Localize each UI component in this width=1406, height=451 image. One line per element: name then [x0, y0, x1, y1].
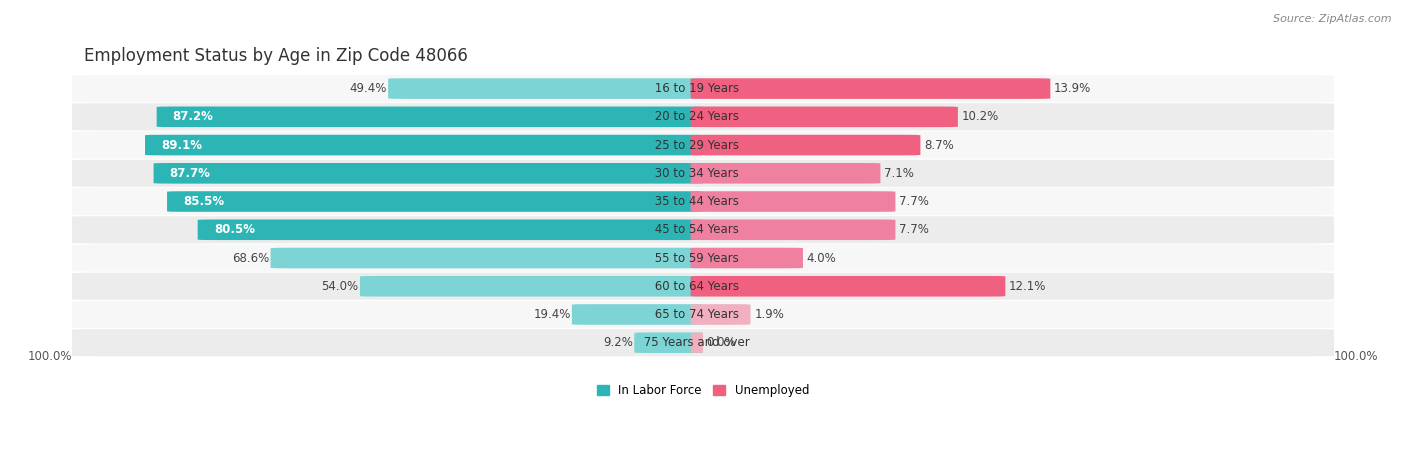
Text: 7.7%: 7.7%	[898, 223, 929, 236]
Text: 0.0%: 0.0%	[707, 336, 737, 349]
FancyBboxPatch shape	[72, 273, 1334, 300]
FancyBboxPatch shape	[153, 163, 703, 184]
FancyBboxPatch shape	[388, 78, 703, 99]
FancyBboxPatch shape	[690, 135, 921, 155]
Text: Source: ZipAtlas.com: Source: ZipAtlas.com	[1274, 14, 1392, 23]
Legend: In Labor Force, Unemployed: In Labor Force, Unemployed	[592, 379, 814, 402]
FancyBboxPatch shape	[72, 103, 1334, 130]
FancyBboxPatch shape	[156, 106, 703, 127]
FancyBboxPatch shape	[690, 220, 896, 240]
FancyBboxPatch shape	[72, 216, 1334, 244]
FancyBboxPatch shape	[690, 276, 1005, 297]
Text: 87.7%: 87.7%	[170, 167, 211, 180]
Text: 35 to 44 Years: 35 to 44 Years	[651, 195, 742, 208]
Text: 80.5%: 80.5%	[214, 223, 254, 236]
FancyBboxPatch shape	[72, 188, 1334, 215]
Text: 87.2%: 87.2%	[173, 110, 214, 123]
FancyBboxPatch shape	[270, 248, 703, 268]
Text: 20 to 24 Years: 20 to 24 Years	[651, 110, 742, 123]
FancyBboxPatch shape	[167, 191, 703, 212]
Text: 75 Years and over: 75 Years and over	[640, 336, 754, 349]
Text: 100.0%: 100.0%	[1334, 350, 1378, 364]
FancyBboxPatch shape	[72, 132, 1334, 159]
Text: 30 to 34 Years: 30 to 34 Years	[651, 167, 742, 180]
Text: 65 to 74 Years: 65 to 74 Years	[651, 308, 742, 321]
Text: 60 to 64 Years: 60 to 64 Years	[651, 280, 742, 293]
Text: 85.5%: 85.5%	[183, 195, 225, 208]
FancyBboxPatch shape	[690, 163, 880, 184]
Text: 7.7%: 7.7%	[898, 195, 929, 208]
Text: 55 to 59 Years: 55 to 59 Years	[651, 252, 742, 264]
Text: 45 to 54 Years: 45 to 54 Years	[651, 223, 742, 236]
Text: 7.1%: 7.1%	[884, 167, 914, 180]
Text: 54.0%: 54.0%	[322, 280, 359, 293]
FancyBboxPatch shape	[198, 220, 703, 240]
FancyBboxPatch shape	[145, 135, 703, 155]
Text: 49.4%: 49.4%	[350, 82, 387, 95]
FancyBboxPatch shape	[72, 244, 1334, 272]
Text: 89.1%: 89.1%	[162, 138, 202, 152]
FancyBboxPatch shape	[685, 332, 709, 353]
FancyBboxPatch shape	[690, 191, 896, 212]
FancyBboxPatch shape	[72, 75, 1334, 102]
Text: 12.1%: 12.1%	[1010, 280, 1046, 293]
Text: 1.9%: 1.9%	[754, 308, 785, 321]
FancyBboxPatch shape	[572, 304, 703, 325]
Text: 68.6%: 68.6%	[232, 252, 270, 264]
Text: Employment Status by Age in Zip Code 48066: Employment Status by Age in Zip Code 480…	[84, 46, 468, 64]
Text: 25 to 29 Years: 25 to 29 Years	[651, 138, 742, 152]
Text: 13.9%: 13.9%	[1054, 82, 1091, 95]
FancyBboxPatch shape	[360, 276, 703, 297]
Text: 16 to 19 Years: 16 to 19 Years	[651, 82, 742, 95]
Text: 19.4%: 19.4%	[533, 308, 571, 321]
Text: 4.0%: 4.0%	[807, 252, 837, 264]
FancyBboxPatch shape	[690, 106, 957, 127]
FancyBboxPatch shape	[72, 329, 1334, 356]
FancyBboxPatch shape	[72, 301, 1334, 328]
FancyBboxPatch shape	[634, 332, 703, 353]
FancyBboxPatch shape	[690, 304, 751, 325]
Text: 100.0%: 100.0%	[28, 350, 72, 364]
Text: 10.2%: 10.2%	[962, 110, 998, 123]
Text: 8.7%: 8.7%	[924, 138, 953, 152]
FancyBboxPatch shape	[690, 78, 1050, 99]
FancyBboxPatch shape	[690, 248, 803, 268]
FancyBboxPatch shape	[72, 160, 1334, 187]
Text: 9.2%: 9.2%	[603, 336, 633, 349]
